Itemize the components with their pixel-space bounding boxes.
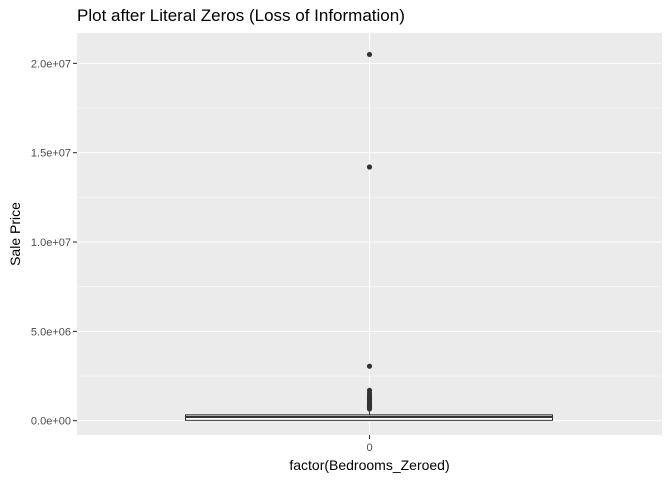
y-tick-label: 1.0e+07 [31,237,71,249]
x-tick-label: 0 [366,442,372,454]
chart-title: Plot after Literal Zeros (Loss of Inform… [77,6,405,25]
outlier-point [366,406,373,412]
outlier-points [366,51,373,412]
outlier-point [366,363,373,369]
box-layer [185,409,553,421]
y-tick-label: 2.0e+07 [31,58,71,70]
x-axis: 0 [366,435,373,454]
y-axis-title: Sale Price [7,202,23,266]
x-axis-title: factor(Bedrooms_Zeroed) [289,457,449,473]
grid-major [77,33,662,435]
y-tick-label: 5.0e+06 [31,326,71,338]
y-tick-label: 1.5e+07 [31,148,71,160]
y-tick-label: 0.0e+00 [31,416,71,428]
outlier-point [366,51,373,58]
y-axis: 0.0e+00 5.0e+06 1.0e+07 1.5e+07 2.0e+07 [31,58,77,428]
outlier-point [366,164,373,170]
